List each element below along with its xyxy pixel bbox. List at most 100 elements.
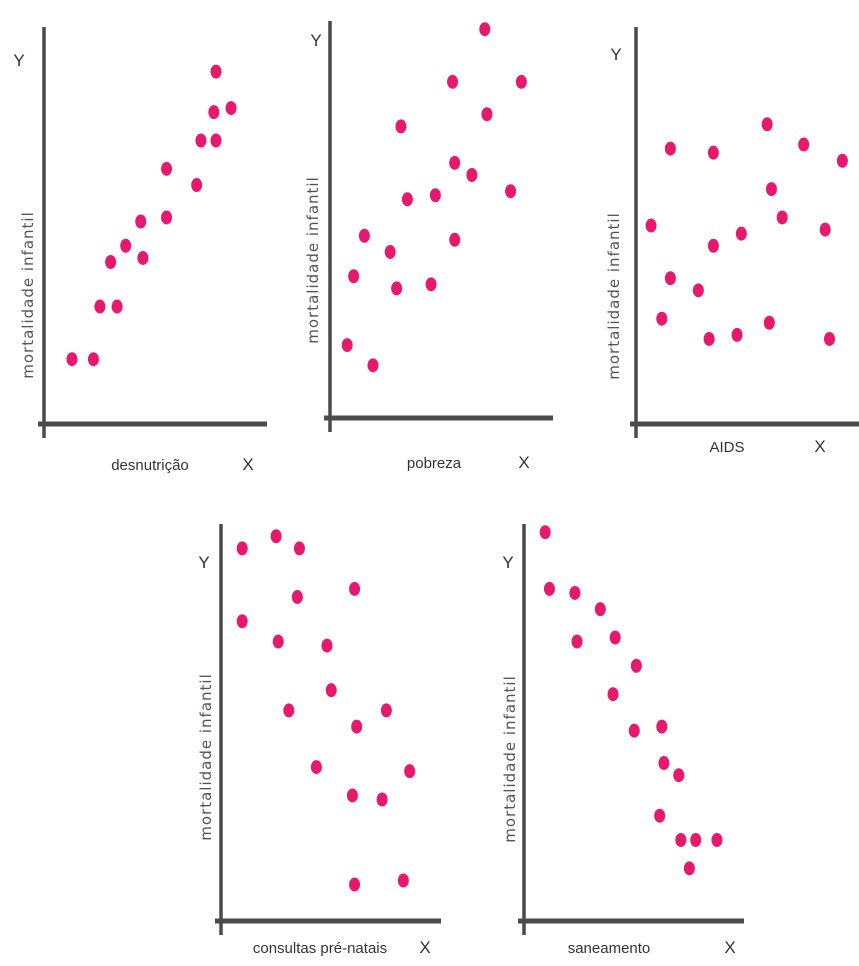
data-point	[761, 117, 773, 132]
x-axis-letter: X	[724, 938, 735, 957]
data-point	[479, 22, 491, 37]
data-point	[351, 719, 363, 734]
y-axis-letter: Y	[502, 553, 513, 572]
data-point	[384, 244, 396, 259]
data-point	[658, 756, 670, 771]
data-point	[763, 315, 775, 330]
data-point	[703, 331, 715, 346]
data-point	[236, 541, 248, 556]
y-axis-label: mortalidade infantil	[19, 211, 37, 378]
data-point	[731, 327, 743, 342]
data-point	[819, 222, 831, 237]
x-axis-label: saneamento	[568, 940, 651, 957]
data-point	[120, 238, 132, 253]
data-point	[656, 719, 668, 734]
y-axis-letter: Y	[310, 31, 321, 50]
y-axis-label: mortalidade infantil	[605, 212, 623, 379]
data-point	[291, 590, 303, 604]
y-axis-letter: Y	[610, 45, 621, 64]
data-point	[380, 703, 392, 718]
data-point	[349, 877, 361, 892]
x-axis-letter: X	[419, 938, 430, 957]
data-point	[735, 226, 747, 241]
data-point	[673, 768, 685, 783]
data-point	[283, 703, 295, 718]
data-point	[397, 873, 409, 888]
x-axis-label: AIDS	[709, 439, 744, 456]
data-point	[449, 155, 461, 170]
data-point	[429, 188, 441, 203]
data-point	[607, 687, 619, 702]
data-point	[358, 228, 370, 243]
data-point	[515, 74, 527, 89]
data-point	[798, 137, 810, 152]
data-point	[66, 352, 78, 367]
x-axis-letter: X	[242, 455, 253, 474]
data-point	[208, 105, 220, 120]
data-point	[683, 861, 695, 876]
data-point	[543, 581, 555, 596]
data-point	[210, 64, 222, 79]
data-point	[111, 299, 123, 314]
data-point	[824, 331, 835, 346]
data-point	[94, 299, 106, 314]
data-point	[711, 833, 723, 847]
x-axis-letter: X	[814, 437, 825, 456]
data-point	[539, 525, 551, 540]
data-point	[707, 238, 719, 253]
data-point	[191, 178, 203, 193]
data-point	[195, 133, 207, 148]
data-point	[87, 352, 99, 367]
x-axis-label: consultas pré-natais	[253, 940, 387, 957]
data-point	[447, 74, 459, 89]
data-point	[391, 281, 403, 296]
data-point	[395, 119, 407, 134]
data-point	[466, 168, 478, 182]
data-point	[675, 833, 687, 847]
data-point	[594, 602, 606, 617]
data-point	[765, 182, 777, 197]
data-point	[404, 764, 416, 779]
x-axis-label: pobreza	[407, 455, 462, 472]
data-point	[135, 214, 147, 229]
data-point	[321, 638, 333, 653]
data-point	[692, 283, 704, 298]
data-point	[609, 630, 621, 645]
data-point	[569, 585, 581, 600]
data-point	[272, 634, 284, 649]
y-axis-label: mortalidade infantil	[304, 176, 322, 343]
data-point	[349, 581, 361, 596]
data-point	[656, 311, 668, 326]
data-point	[346, 788, 358, 803]
data-point	[481, 107, 493, 122]
data-point	[367, 358, 379, 373]
data-point	[270, 529, 282, 544]
data-point	[161, 210, 173, 225]
data-point	[137, 250, 149, 265]
y-axis-letter: Y	[198, 553, 209, 572]
data-point	[628, 723, 640, 738]
data-point	[325, 683, 337, 698]
data-point	[425, 277, 437, 292]
data-point	[776, 210, 788, 225]
data-point	[376, 792, 388, 807]
data-point	[210, 133, 222, 148]
x-axis-letter: X	[518, 453, 529, 472]
data-point	[505, 184, 517, 199]
data-point	[690, 833, 702, 847]
data-point	[571, 634, 583, 649]
data-point	[161, 161, 173, 176]
data-point	[836, 153, 848, 168]
data-point	[630, 658, 642, 673]
data-point	[225, 101, 237, 116]
y-axis-label: mortalidade infantil	[197, 673, 215, 840]
x-axis-label: desnutrição	[111, 457, 189, 474]
data-point	[664, 141, 676, 156]
